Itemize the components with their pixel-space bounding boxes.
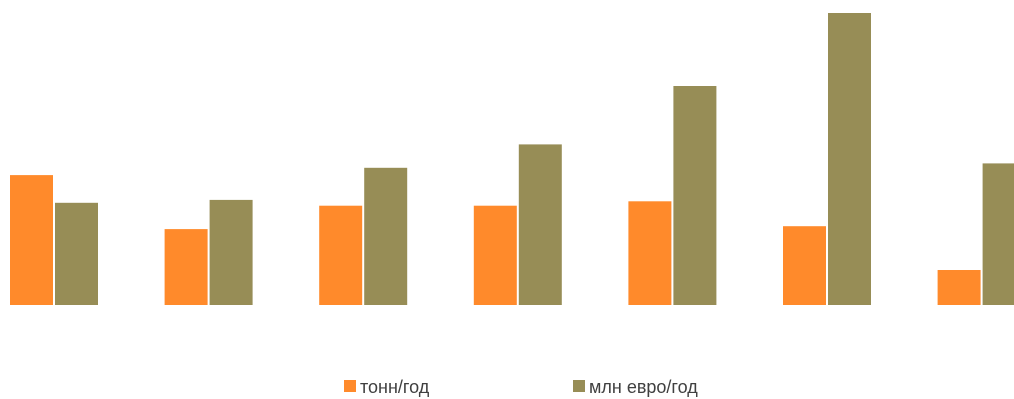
bar-series-1-group-4[interactable]	[473, 205, 517, 305]
bar-series-2-group-1[interactable]	[55, 202, 98, 305]
bar-series-2-group-2[interactable]	[209, 199, 253, 305]
bars-group	[10, 13, 1014, 305]
bar-series-2-group-5[interactable]	[673, 86, 717, 305]
bar-series-2-group-7[interactable]	[982, 163, 1014, 305]
bar-series-2-group-3[interactable]	[364, 167, 408, 305]
legend-item-series-2[interactable]: млн евро/год	[573, 377, 698, 397]
legend-item-series-1[interactable]: тонн/год	[344, 377, 430, 397]
legend: тонн/год млн евро/год	[344, 377, 698, 397]
bar-series-1-group-2[interactable]	[164, 229, 208, 305]
bar-series-1-group-7[interactable]	[937, 270, 981, 305]
legend-swatch-mln-euro	[573, 380, 585, 392]
bar-series-1-group-6[interactable]	[783, 226, 826, 305]
bar-series-1-group-3[interactable]	[319, 205, 363, 305]
legend-label-tonn: тонн/год	[360, 377, 430, 397]
bar-series-2-group-6[interactable]	[828, 13, 871, 305]
legend-label-mln-euro: млн евро/год	[589, 377, 698, 397]
bar-series-1-group-1[interactable]	[10, 175, 53, 305]
bar-series-2-group-4[interactable]	[518, 144, 562, 305]
legend-swatch-tonn	[344, 380, 356, 392]
bar-series-1-group-5[interactable]	[628, 201, 672, 305]
